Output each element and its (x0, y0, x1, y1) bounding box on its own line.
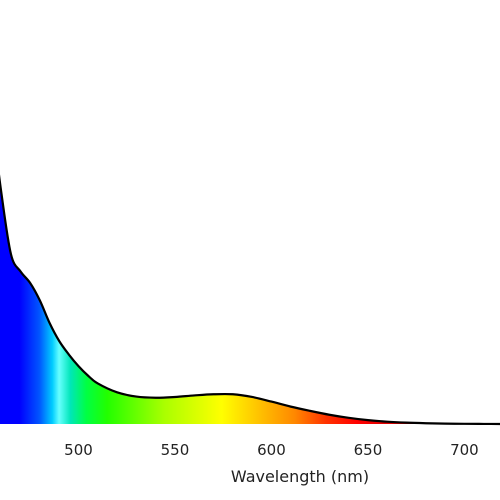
x-tick-label: 650 (354, 441, 383, 459)
x-axis-ticks: 450500550600650700 (64, 441, 479, 459)
spectrum-area-fill (0, 182, 500, 424)
x-axis-label: Wavelength (nm) (231, 467, 369, 486)
spectrum-series-line (0, 174, 500, 426)
x-tick-label: 700 (450, 441, 479, 459)
x-tick-label: 500 (64, 441, 93, 459)
x-tick-label: 600 (257, 441, 286, 459)
x-tick-label: 550 (161, 441, 190, 459)
